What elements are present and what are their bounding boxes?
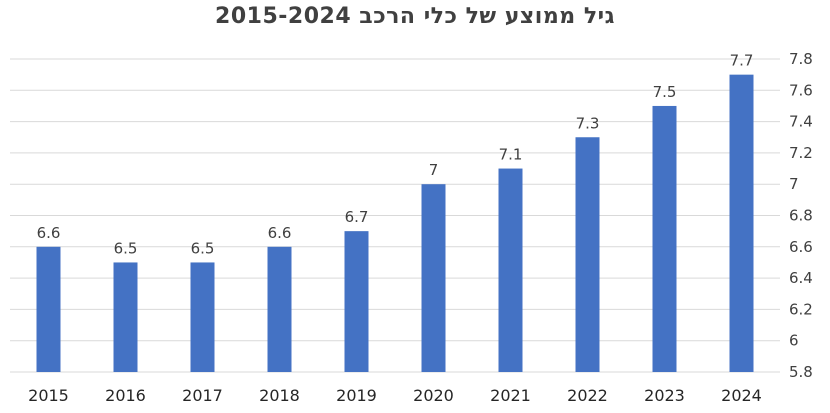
gridlines [10,58,780,373]
x-tick-label: 2019 [336,386,377,405]
data-label: 6.6 [37,224,61,242]
y-tick-label: 7.6 [789,81,813,99]
x-tick-label: 2022 [567,386,608,405]
y-tick-label: 6.8 [789,207,813,225]
data-label: 6.6 [268,224,292,242]
data-label: 7.7 [730,52,754,70]
y-tick-label: 6.4 [789,269,813,287]
chart-title: גיל ממוצע של כלי הרכב 2015-2024 [215,4,615,29]
y-tick-label: 5.8 [789,363,813,381]
bar [729,74,754,373]
y-tick-label: 7.8 [789,50,813,68]
data-label: 6.5 [114,239,138,257]
data-label: 6.7 [345,208,369,226]
x-tick-label: 2021 [490,386,531,405]
y-axis-ticks: 5.8 6 6.2 6.4 6.6 6.8 7 7.2 7.4 7.6 7.8 [789,50,813,381]
data-label: 7.5 [653,83,677,101]
bar [113,262,138,372]
data-label: 6.5 [191,239,215,257]
bar [267,246,292,372]
x-tick-label: 2023 [644,386,685,405]
y-tick-label: 7 [789,175,799,193]
bar [421,184,446,372]
bar [652,105,677,372]
x-tick-label: 2015 [28,386,69,405]
y-tick-label: 7.4 [789,113,813,131]
x-tick-label: 2016 [105,386,146,405]
x-tick-label: 2018 [259,386,300,405]
bar [575,137,600,372]
bar [498,168,523,372]
x-tick-label: 2024 [721,386,762,405]
x-tick-label: 2017 [182,386,223,405]
y-tick-label: 6 [789,332,799,350]
data-label: 7 [429,161,439,179]
data-label: 7.1 [499,146,523,164]
x-axis-ticks: 2015 2016 2017 2018 2019 2020 2021 2022 2023 2024 [28,386,762,405]
x-tick-label: 2020 [413,386,454,405]
bar [190,262,215,372]
data-labels: 6.6 6.5 6.5 6.6 6.7 7 7.1 7.3 7.5 7.7 [37,52,754,258]
y-tick-label: 6.2 [789,300,813,318]
data-label: 7.3 [576,114,600,132]
y-tick-label: 6.6 [789,238,813,256]
y-tick-label: 7.2 [789,144,813,162]
bar [344,231,369,372]
bars [36,74,754,373]
bar [36,246,61,372]
